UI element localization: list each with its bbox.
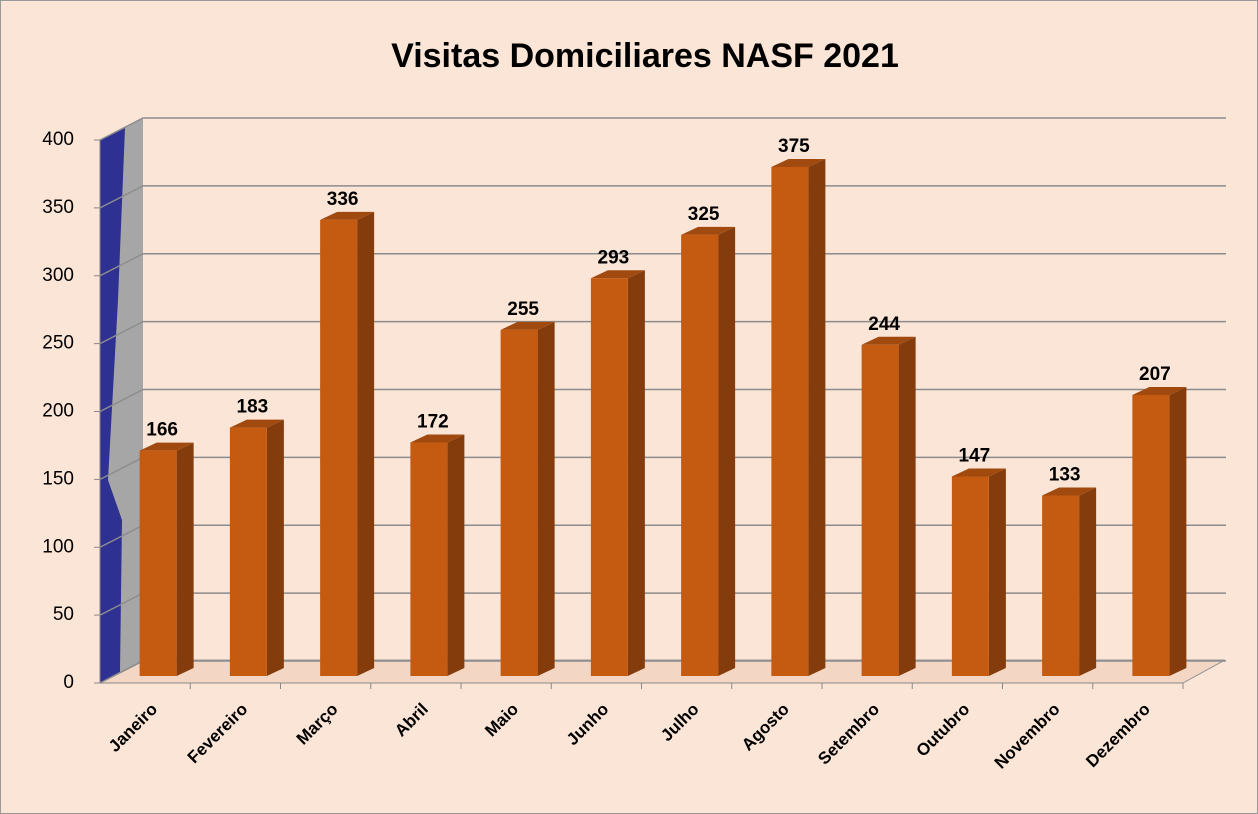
value-label: 172	[417, 412, 449, 433]
bar	[681, 234, 719, 676]
bar-top	[590, 270, 645, 279]
bar-top	[1042, 487, 1097, 496]
bar-side	[808, 158, 826, 676]
bar-side	[627, 270, 645, 676]
y-tick-label: 100	[42, 536, 74, 557]
value-label: 336	[327, 189, 359, 210]
bar-side	[537, 321, 555, 676]
grid-line	[99, 253, 1226, 277]
value-label: 375	[778, 136, 810, 157]
bar	[1042, 495, 1080, 676]
bar-top	[681, 226, 736, 235]
bar-side	[266, 419, 284, 676]
bar-top	[500, 321, 555, 330]
value-label: 244	[868, 314, 900, 335]
bar-top	[320, 211, 375, 220]
bar-side	[1169, 386, 1187, 676]
bar	[500, 329, 538, 676]
bar	[590, 278, 628, 676]
y-tick-label: 350	[42, 197, 74, 218]
bar-side	[1079, 487, 1097, 676]
value-label: 133	[1049, 464, 1081, 485]
y-tick-label: 0	[63, 672, 74, 693]
value-label: 166	[146, 420, 178, 441]
bar	[861, 344, 899, 676]
bar-side	[898, 336, 916, 676]
bar	[410, 442, 448, 676]
value-label: 255	[507, 299, 539, 320]
bar	[951, 476, 989, 676]
bar-top	[951, 468, 1006, 477]
bar-top	[771, 158, 826, 167]
bar-side	[176, 442, 194, 676]
bar-side	[988, 468, 1006, 676]
chart-title: Visitas Domiciliares NASF 2021	[391, 37, 899, 75]
bar	[771, 166, 809, 676]
bar	[1132, 394, 1170, 676]
y-tick-label: 200	[42, 401, 74, 422]
value-label: 147	[959, 445, 991, 466]
value-label: 207	[1139, 364, 1171, 385]
y-tick-label: 300	[42, 265, 74, 286]
bar	[320, 219, 358, 676]
bar	[229, 427, 267, 676]
bar-top	[410, 434, 465, 443]
y-tick-label: 50	[53, 604, 74, 625]
grid-line	[99, 185, 1226, 209]
value-label: 183	[237, 397, 269, 418]
grid-line	[99, 320, 1226, 345]
bar-side	[357, 211, 375, 676]
bar	[139, 450, 177, 676]
value-label: 293	[598, 247, 630, 268]
bar-top	[1132, 386, 1187, 395]
y-tick-label: 250	[42, 333, 74, 354]
bar-top	[139, 442, 194, 451]
grid-line	[99, 117, 1226, 141]
bar-top	[229, 419, 284, 428]
bar-side	[718, 226, 736, 676]
bar-top	[861, 336, 916, 345]
y-tick-label: 150	[42, 468, 74, 489]
value-label: 325	[688, 204, 720, 225]
bar-side	[447, 434, 465, 676]
y-tick-label: 400	[42, 129, 74, 150]
